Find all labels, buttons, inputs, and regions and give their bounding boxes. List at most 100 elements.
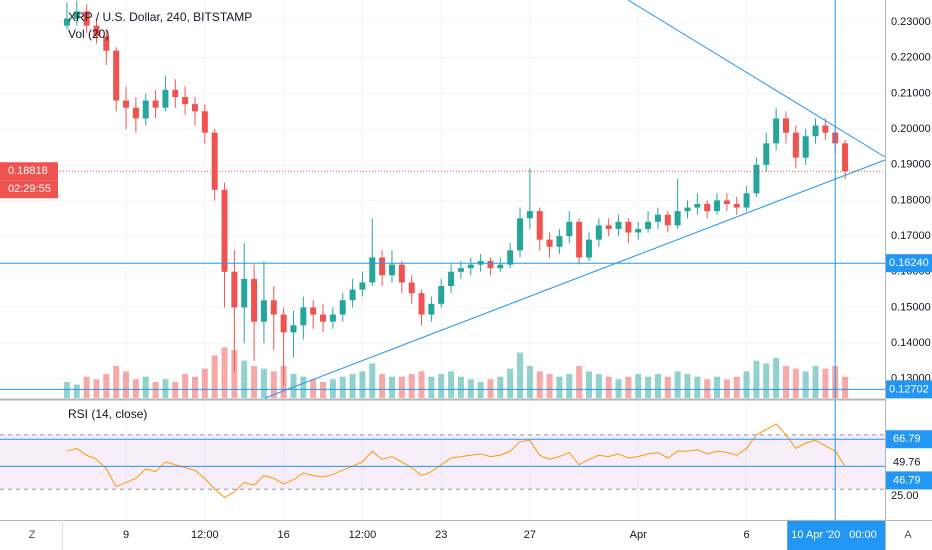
x-tick-label: 12:00	[349, 529, 377, 541]
candle-body	[566, 221, 573, 237]
volume-bar	[152, 382, 159, 398]
candle-body	[585, 239, 592, 258]
volume-bar	[191, 376, 198, 398]
volume-bar	[349, 374, 356, 398]
volume-bar	[172, 382, 179, 398]
volume-bar	[782, 366, 789, 398]
x-tick-label: 9	[123, 529, 129, 541]
last-price-badge	[0, 162, 58, 181]
y-tick-label: 0.17000	[891, 230, 931, 242]
level-badge	[885, 254, 932, 273]
candle-body	[842, 143, 849, 172]
candle-body	[349, 289, 356, 301]
volume-bar	[723, 379, 730, 398]
candle-body	[113, 50, 120, 101]
volume-bar	[388, 376, 395, 398]
volume-bar	[379, 374, 386, 398]
volume-bar	[448, 371, 455, 398]
candle-body	[290, 325, 297, 333]
candle-body	[674, 211, 681, 226]
crosshair-badge	[787, 521, 885, 550]
candle-body	[388, 264, 395, 276]
candle-body	[467, 264, 474, 269]
candle-body	[684, 207, 691, 212]
candle-body	[310, 307, 317, 315]
candle-body	[93, 25, 100, 37]
x-tick-label: 12:00	[191, 529, 219, 541]
volume-bar	[251, 366, 258, 398]
volume-bar	[556, 376, 563, 398]
volume-bar	[842, 376, 849, 398]
volume-bar	[73, 384, 80, 398]
volume-bar	[822, 368, 829, 398]
candle-body	[635, 228, 642, 233]
candle-body	[260, 300, 267, 322]
volume-bar	[83, 376, 90, 398]
level-badge	[885, 380, 932, 399]
candle-body	[645, 221, 652, 229]
volume-bar	[753, 360, 760, 398]
candle-body	[526, 211, 533, 219]
volume-bar	[320, 382, 327, 398]
candle-body	[733, 203, 740, 208]
candle-body	[418, 293, 425, 315]
volume-bar	[201, 368, 208, 398]
volume-bar	[398, 376, 405, 398]
trend-line	[627, 0, 886, 158]
candle-body	[83, 11, 90, 26]
volume-title: Vol (20)	[68, 27, 109, 41]
volume-bar	[536, 371, 543, 398]
candle-body	[536, 211, 543, 240]
volume-bar	[428, 376, 435, 398]
candle-body	[704, 203, 711, 212]
candle-body	[359, 282, 366, 290]
volume-bar	[625, 376, 632, 398]
x-tick-label: 23	[435, 529, 447, 541]
y-tick-label: 0.14000	[891, 337, 931, 349]
candle-body	[576, 221, 583, 258]
y-tick-label: 0.18000	[891, 194, 931, 206]
candle-body	[448, 271, 455, 287]
crosshair-time: 00:00	[849, 529, 877, 541]
candle-body	[664, 214, 671, 226]
rsi-level-badge	[885, 471, 932, 490]
rsi-level-label: 66.79	[893, 433, 921, 445]
candle-body	[714, 200, 721, 212]
volume-bar	[635, 374, 642, 398]
rsi-level-badge	[885, 453, 932, 472]
volume-bar	[123, 371, 130, 398]
candle-body	[339, 300, 346, 315]
volume-bar	[664, 376, 671, 398]
volume-bar	[241, 360, 248, 398]
candle-body	[329, 314, 336, 322]
scale-button[interactable]: Z	[29, 529, 36, 541]
y-tick-label: 25.00	[891, 490, 919, 502]
volume-bar	[231, 350, 238, 398]
countdown-label: 02:29:55	[8, 183, 51, 195]
candle-body	[625, 221, 632, 233]
x-tick-label: 6	[744, 529, 750, 541]
volume-bar	[113, 366, 120, 398]
level-label: 0.12702	[889, 383, 929, 395]
volume-bar	[142, 376, 149, 398]
volume-bar	[576, 366, 583, 398]
candle-body	[300, 307, 307, 326]
candle-body	[142, 100, 149, 119]
volume-bar	[162, 379, 169, 398]
volume-bar	[408, 374, 415, 398]
volume-bar	[526, 366, 533, 398]
candle-body	[763, 143, 770, 165]
volume-bar	[684, 374, 691, 398]
y-tick-label: 0.20000	[891, 123, 931, 135]
candle-body	[517, 218, 524, 251]
candle-body	[280, 314, 287, 333]
volume-bar	[615, 379, 622, 398]
scale-button[interactable]: A	[904, 529, 912, 541]
volume-bar	[714, 376, 721, 398]
volume-bar	[438, 374, 445, 398]
volume-bar	[182, 374, 189, 398]
candle-body	[694, 203, 701, 208]
candle-body	[379, 257, 386, 276]
volume-bar	[517, 352, 524, 398]
